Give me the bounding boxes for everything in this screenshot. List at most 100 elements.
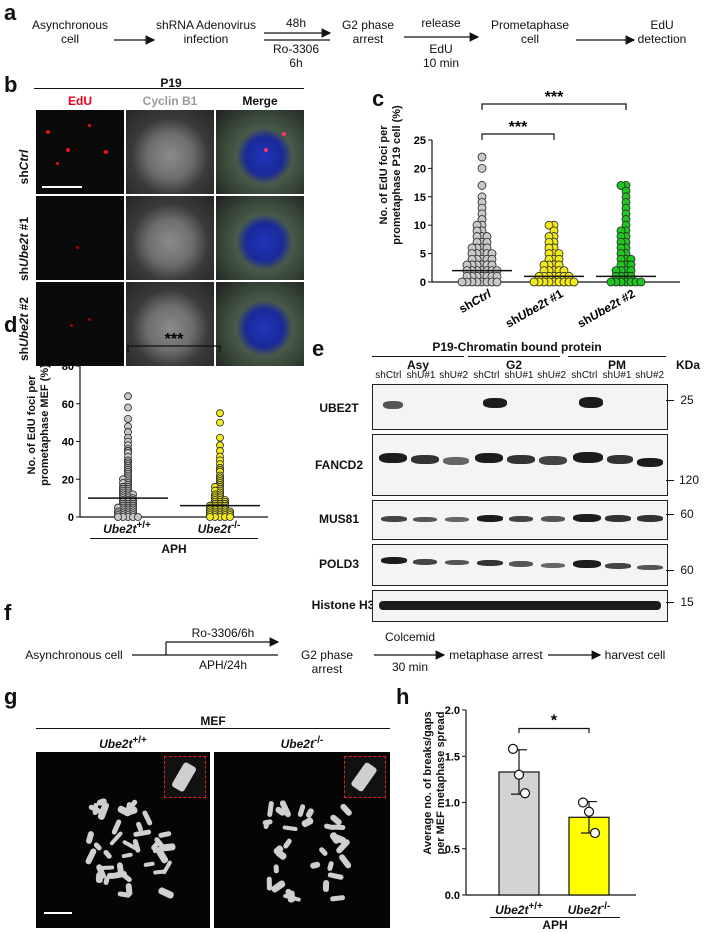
img-cyclin-ube2t-2 bbox=[126, 282, 214, 366]
g-title: MEF bbox=[200, 714, 226, 728]
blot-histone-h3 bbox=[372, 590, 668, 622]
y-tick-label: 0 bbox=[420, 277, 426, 289]
data-point bbox=[216, 418, 224, 427]
data-point bbox=[216, 433, 224, 442]
img-merge-ctrl bbox=[216, 110, 304, 194]
panel-letter-a: a bbox=[4, 0, 17, 25]
f-harvest: harvest cell bbox=[604, 648, 666, 662]
data-point bbox=[216, 409, 224, 418]
e-group-pm: PM bbox=[608, 358, 626, 372]
chromosome bbox=[330, 894, 346, 902]
d-ylabel-box: No. of EdU foci per prometaphase MEF (%) bbox=[22, 350, 56, 510]
data-point bbox=[124, 414, 132, 423]
chromosome bbox=[326, 860, 334, 872]
data-point bbox=[477, 181, 487, 190]
d-cat-2: Ube2t-/- bbox=[197, 520, 241, 536]
label-edu-time: 10 min bbox=[422, 56, 460, 70]
data-point bbox=[477, 152, 487, 162]
sig-label: *** bbox=[545, 90, 564, 106]
chromosome bbox=[266, 801, 274, 818]
panel-letter-e: e bbox=[312, 336, 325, 361]
f-start: Asynchronous cell bbox=[25, 648, 123, 662]
b-col-merge: Merge bbox=[242, 94, 278, 108]
panel-letter-d: d bbox=[4, 312, 18, 337]
panel-f-arrows bbox=[132, 637, 602, 660]
blot-pold3 bbox=[372, 544, 668, 586]
img-cyclin-ctrl bbox=[126, 110, 214, 194]
img-edu-ube2t-1 bbox=[36, 196, 124, 280]
h-ylabel-box: Average no. of breaks/gaps per MEF metap… bbox=[418, 700, 452, 870]
chromosome bbox=[318, 846, 329, 858]
data-point bbox=[569, 277, 579, 287]
img-merge-ube2t-2 bbox=[216, 282, 304, 366]
y-tick-label: 20 bbox=[414, 163, 426, 175]
step-g2: G2 phase arrest bbox=[341, 18, 395, 46]
step-shrna: shRNA Adenovirus infection bbox=[155, 18, 257, 46]
data-point bbox=[544, 220, 554, 230]
chromosome bbox=[322, 879, 329, 893]
chromosome bbox=[143, 861, 155, 868]
panel-letter-h: h bbox=[396, 684, 410, 709]
chromosome bbox=[266, 877, 272, 891]
chromosome bbox=[282, 825, 299, 832]
data-point bbox=[616, 181, 626, 190]
chromosome bbox=[297, 803, 306, 818]
img-edu-ctrl bbox=[36, 110, 124, 194]
e-label-pold3: POLD3 bbox=[318, 557, 359, 571]
blot-mus81 bbox=[372, 500, 668, 540]
e-lane-label: shU#2 bbox=[439, 370, 469, 381]
data-point bbox=[636, 277, 646, 287]
y-tick-label: 80 bbox=[62, 361, 74, 373]
step-prometa: Prometaphase cell bbox=[490, 18, 570, 46]
chromosome bbox=[270, 879, 287, 893]
b-title: P19 bbox=[160, 76, 182, 90]
chromosome bbox=[282, 837, 293, 849]
img-spread-ko bbox=[214, 752, 390, 928]
img-cyclin-ube2t-1 bbox=[126, 196, 214, 280]
e-group-g2: G2 bbox=[505, 358, 522, 372]
inset-ko bbox=[344, 756, 386, 798]
chromosome bbox=[305, 806, 315, 819]
f-ro: Ro-3306/6h bbox=[191, 626, 255, 640]
chromosome bbox=[101, 848, 113, 860]
data-point bbox=[577, 797, 589, 808]
e-lane-label: shU#2 bbox=[537, 370, 567, 381]
h-cat-1: Ube2t+/+ bbox=[495, 901, 543, 917]
data-point bbox=[583, 806, 595, 817]
y-tick-label: 0 bbox=[68, 512, 74, 524]
sig-bracket bbox=[481, 133, 555, 140]
c-ylabel: No. of EdU foci per prometaphase P19 cel… bbox=[378, 105, 403, 245]
sig-bracket bbox=[481, 103, 627, 110]
label-release: release bbox=[421, 16, 461, 30]
g-label-2: Ube2t-/- bbox=[280, 735, 324, 751]
e-lane-label: shU#1 bbox=[406, 370, 436, 381]
scale-bar-g bbox=[44, 912, 72, 914]
d-cat-1: Ube2t+/+ bbox=[103, 520, 151, 536]
data-point bbox=[529, 277, 539, 287]
e-lane-label: shCtrl bbox=[375, 370, 402, 381]
sig-label: *** bbox=[509, 119, 528, 136]
step-edu: EdU detection bbox=[637, 18, 687, 46]
data-point bbox=[507, 743, 519, 754]
label-48h: 48h bbox=[285, 16, 307, 30]
panel-d-chart: 0 20 40 60 80 *** bbox=[62, 331, 268, 524]
y-tick-label: 15 bbox=[414, 192, 426, 204]
h-group-label: APH bbox=[542, 918, 568, 932]
label-ro-time: 6h bbox=[289, 56, 303, 70]
chromosome bbox=[327, 871, 345, 881]
x-cat-label: shUbe2t #2 bbox=[575, 286, 638, 330]
x-cat-label: shCtrl bbox=[456, 286, 494, 316]
data-point bbox=[226, 513, 234, 521]
data-point bbox=[477, 164, 487, 173]
chromosome bbox=[308, 861, 321, 870]
e-title: P19-Chromatin bound protein bbox=[432, 340, 602, 354]
chromosome bbox=[125, 882, 133, 897]
e-lane-label: shU#1 bbox=[602, 370, 632, 381]
sig-bracket bbox=[518, 727, 590, 734]
scale-bar bbox=[42, 186, 82, 188]
y-tick-label: 10 bbox=[414, 220, 426, 232]
b-row-label-1: shCtrl bbox=[17, 149, 31, 185]
chromosome bbox=[142, 809, 154, 826]
panel-a-arrows bbox=[114, 28, 636, 45]
data-point bbox=[457, 277, 467, 287]
